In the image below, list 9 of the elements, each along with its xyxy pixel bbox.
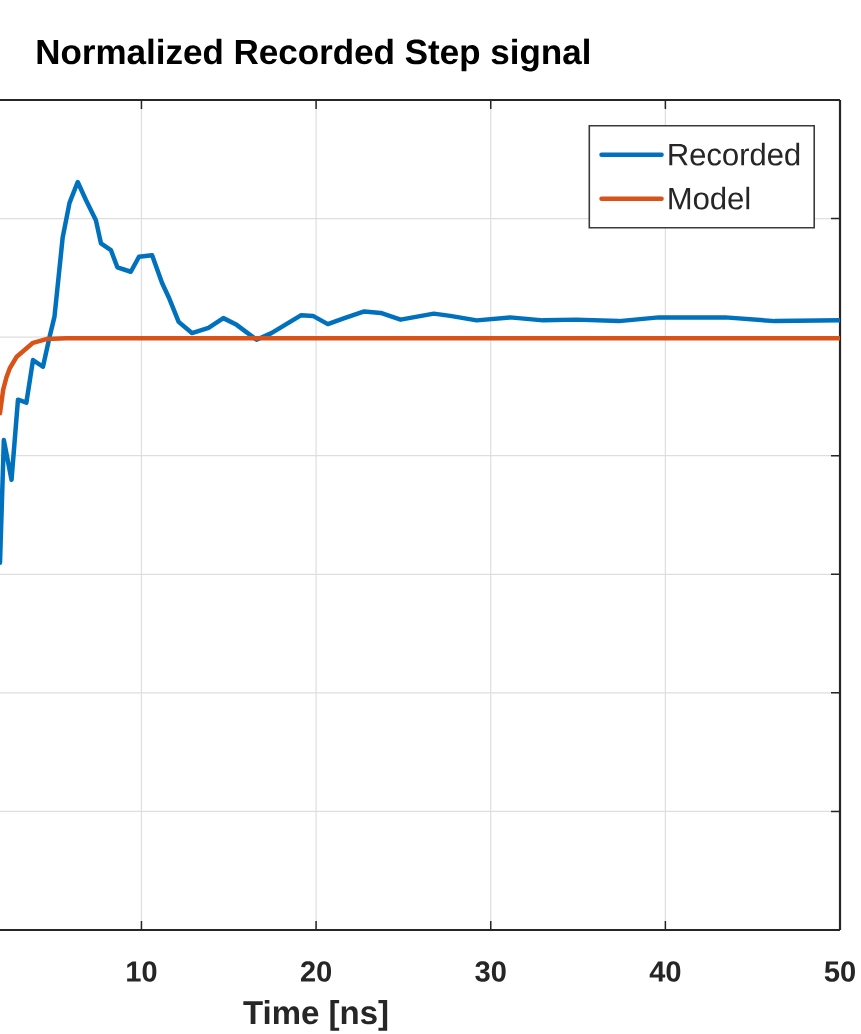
x-tick-label: 30 <box>475 961 506 982</box>
x-axis-title: Time [ns] <box>243 1000 388 1031</box>
chart-title: Normalized Recorded Step signal <box>37 38 589 72</box>
x-tick-label: 50 <box>824 961 855 982</box>
legend-label: Recorded <box>669 142 800 166</box>
x-tick-label: 10 <box>127 961 157 982</box>
x-tick-label: 20 <box>300 961 332 982</box>
legend-label: Model <box>669 186 750 210</box>
x-tick-label: 40 <box>649 961 681 982</box>
